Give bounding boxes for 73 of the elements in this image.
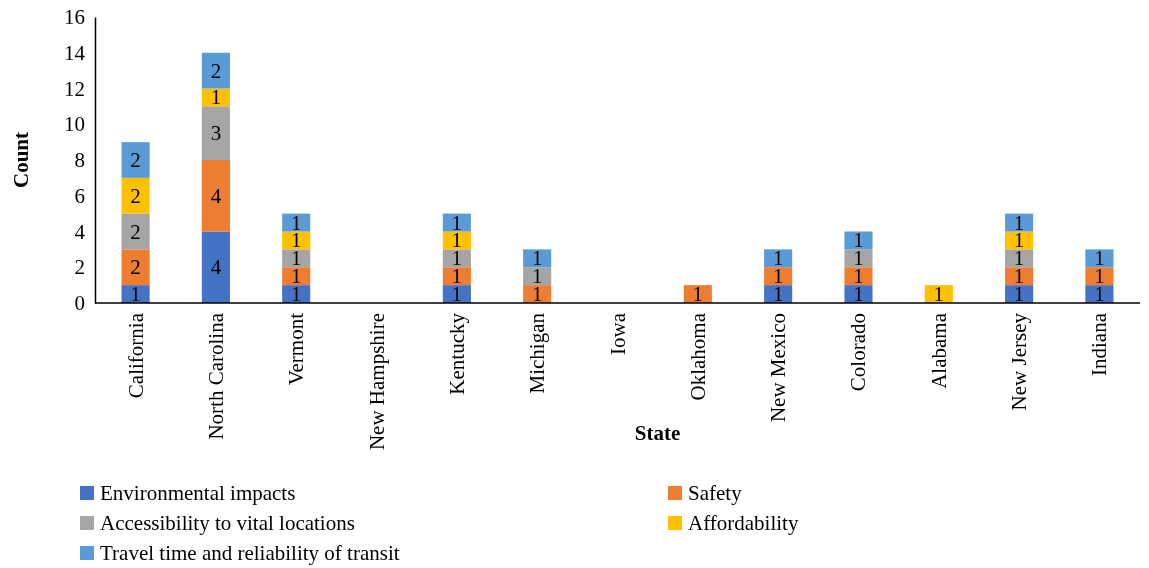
y-tick-label: 0 xyxy=(74,291,85,316)
x-tick-label: New Mexico xyxy=(766,313,791,423)
data-label: 1 xyxy=(210,85,222,110)
data-label: 1 xyxy=(853,282,864,307)
legend-label: Travel time and reliability of transit xyxy=(100,541,400,565)
x-tick-label: New Jersey xyxy=(1007,312,1032,411)
bar xyxy=(764,249,793,268)
bar xyxy=(282,249,311,268)
data-label: 1 xyxy=(772,282,784,307)
x-tick-label: Michigan xyxy=(525,312,550,394)
data-label: 1 xyxy=(692,282,704,307)
bar xyxy=(442,213,471,232)
bar xyxy=(121,142,150,178)
bar xyxy=(1085,267,1114,286)
legend-label: Environmental impacts xyxy=(100,481,296,505)
bar xyxy=(282,213,311,232)
x-tick-label: Kentucky xyxy=(444,312,469,395)
x-tick-label: Alabama xyxy=(926,312,951,389)
y-tick-label: 16 xyxy=(64,5,85,30)
data-label: 2 xyxy=(210,58,222,83)
data-label: 2 xyxy=(130,183,141,208)
data-label: 2 xyxy=(130,255,141,280)
bar xyxy=(121,213,150,250)
bar xyxy=(282,267,311,286)
data-label: 1 xyxy=(531,282,543,307)
legend-label: Accessibility to vital locations xyxy=(100,511,355,535)
bar xyxy=(121,177,150,214)
bar xyxy=(201,160,230,232)
x-tick-label: Colorado xyxy=(846,313,871,392)
data-label: 2 xyxy=(130,148,141,172)
data-label: 1 xyxy=(933,282,945,307)
bar xyxy=(844,249,873,268)
bar xyxy=(844,267,873,286)
legend-label: Safety xyxy=(688,481,743,505)
y-axis-title: Count xyxy=(9,131,33,189)
bar xyxy=(1005,213,1034,232)
bar xyxy=(442,249,471,268)
x-tick-label: California xyxy=(123,312,148,399)
y-tick-label: 8 xyxy=(74,148,85,173)
legend-label: Affordability xyxy=(688,511,799,535)
y-tick-label: 4 xyxy=(74,219,86,244)
data-label: 4 xyxy=(210,183,222,208)
bar xyxy=(764,267,793,286)
data-label: 1 xyxy=(1013,282,1025,307)
y-tick-label: 10 xyxy=(64,112,85,137)
x-tick-label: Iowa xyxy=(605,312,630,355)
bar xyxy=(121,249,150,286)
x-tick-label: Indiana xyxy=(1087,312,1112,376)
x-tick-label: Vermont xyxy=(284,312,309,386)
y-tick-label: 6 xyxy=(74,183,85,208)
y-tick-label: 2 xyxy=(74,255,85,280)
bar xyxy=(1005,249,1034,268)
data-label: 1 xyxy=(130,282,141,307)
x-tick-label: Oklahoma xyxy=(685,312,710,401)
y-tick-label: 14 xyxy=(64,40,86,65)
data-label: 2 xyxy=(130,219,141,244)
bar xyxy=(523,249,552,268)
data-label: 1 xyxy=(290,282,302,307)
data-label: 3 xyxy=(210,121,222,146)
x-tick-label: New Hampshire xyxy=(364,313,389,451)
bar xyxy=(442,267,471,286)
bar xyxy=(523,267,552,286)
x-axis-title: State xyxy=(634,421,681,445)
bar xyxy=(1005,267,1034,286)
data-label: 1 xyxy=(1094,282,1105,307)
x-tick-label: North Carolina xyxy=(203,312,228,440)
bar xyxy=(201,106,230,160)
bar xyxy=(1085,249,1114,268)
bar xyxy=(201,231,230,303)
bar xyxy=(201,52,230,89)
data-label: 1 xyxy=(451,282,463,307)
y-tick-label: 12 xyxy=(64,76,85,101)
data-label: 4 xyxy=(210,255,222,280)
